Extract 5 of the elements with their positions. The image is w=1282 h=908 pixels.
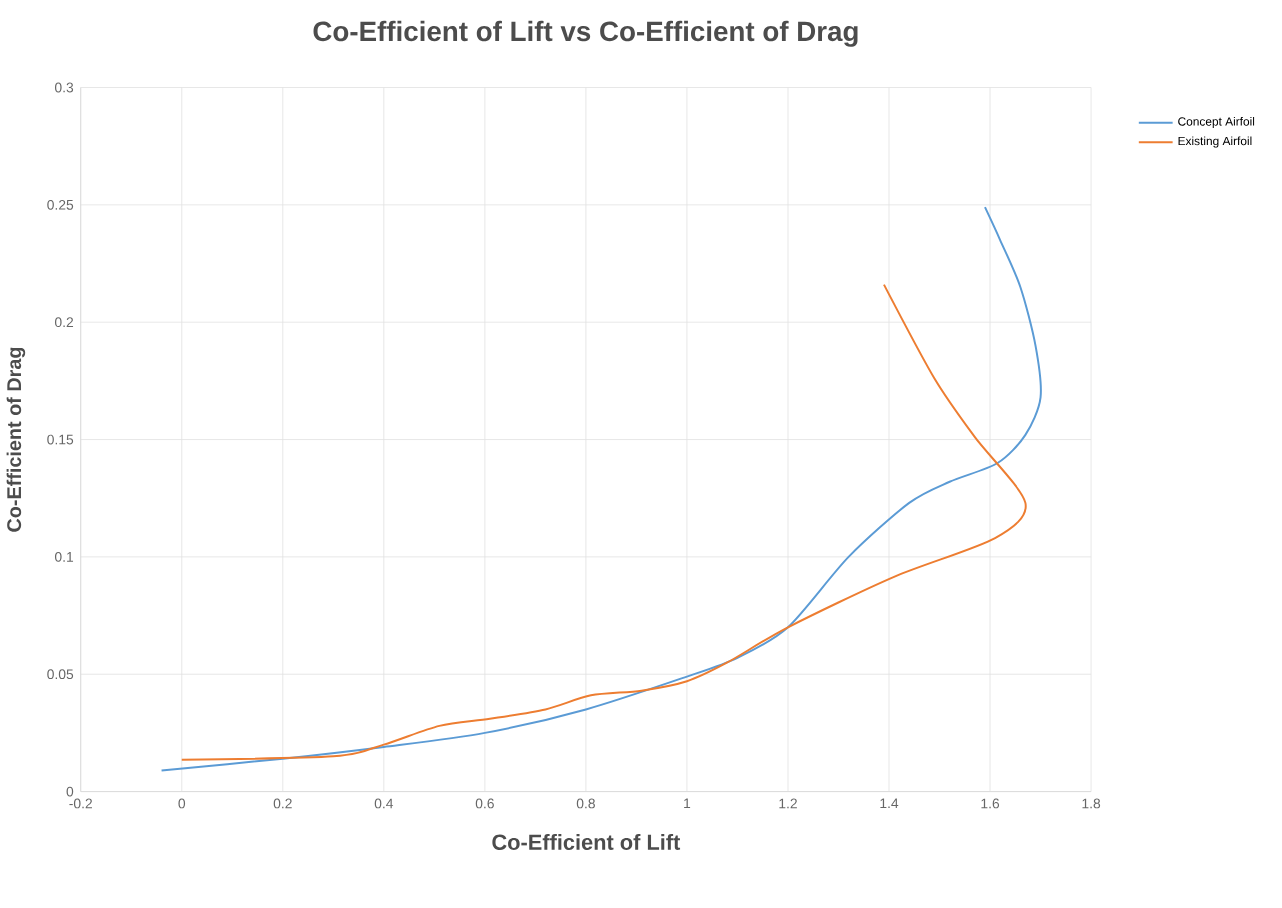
line-series	[180, 283, 1027, 761]
y-axis-title: Co-Efficient of Drag	[6, 347, 26, 532]
x-axis-title: Co-Efficient of Lift	[492, 833, 681, 850]
line-series	[160, 205, 1042, 771]
chart-title: Co-Efficient of Lift vs Co-Efficient of Drag	[313, 20, 858, 47]
